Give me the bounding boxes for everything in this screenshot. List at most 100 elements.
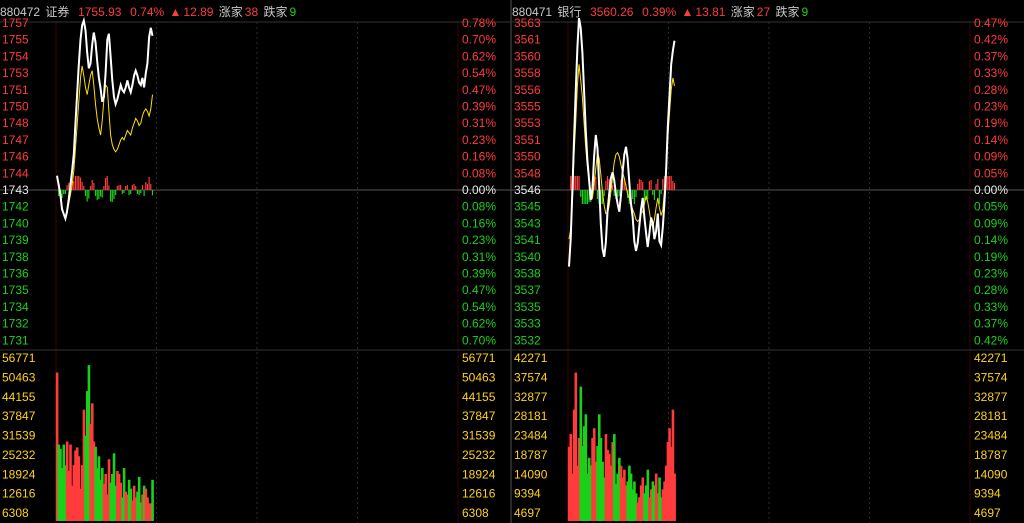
price-tick-label: 3541 [514,233,541,247]
price-tick-label: 3563 [514,16,541,30]
volume-bar [87,365,91,521]
price-line [56,16,154,223]
volume-bar [94,446,97,521]
volume-bar [636,502,640,521]
price-tick-label: 3532 [514,333,541,347]
volume-tick-label: 31539 [462,429,496,443]
pct-tick-label: 0.47% [974,16,1008,30]
volume-bar [638,497,641,521]
volume-bar [129,488,133,521]
volume-bar [643,493,646,521]
pct-tick-label: 0.08% [462,200,496,214]
volume-tick-label: 18787 [974,448,1008,462]
panel-securities[interactable]: 880472 证券 1755.93 0.74% ▲ 12.89 涨家 38 跌家 9 … [0,0,512,523]
volume-tick-label: 14090 [974,467,1008,481]
volume-bar [64,465,67,521]
volume-bar [109,482,112,521]
pct-base-label: 0.00% [974,183,1008,197]
price-tick-label: 1738 [2,250,29,264]
pct-base-label: 0.00% [462,183,496,197]
volume-tick-label: 9394 [514,487,541,501]
volume-bar [107,459,111,521]
volume-bar [651,481,655,521]
price-tick-label: 3548 [514,166,541,180]
volume-bar [72,465,76,521]
volume-bar [664,465,668,521]
volume-bar [671,409,675,521]
panel-banks[interactable]: 880471 银行 3560.26 0.39% ▲ 13.81 涨家 27 跌家 9 … [512,0,1024,523]
pct-tick-label: 0.70% [462,33,496,47]
volume-bar [569,434,573,521]
volume-tick-label: 32877 [514,390,548,404]
pct-tick-label: 0.42% [974,333,1008,347]
price-tick-label: 1748 [2,116,29,130]
volume-bar [69,444,72,521]
volume-bar [641,477,645,521]
up-count: 38 [244,5,259,19]
volume-bar [653,485,656,521]
index-name: 银行 [557,5,582,19]
volume-tick-label: 18924 [462,467,496,481]
volume-bar [663,481,666,521]
volume-bar [567,446,571,521]
pct-tick-label: 0.39% [462,267,496,281]
price-base-label: 3546 [514,183,541,197]
volume-bar [586,473,589,521]
volume-tick-label: 44155 [2,390,36,404]
intraday-chart[interactable]: 3563 3561 3560 3558 3556 3555 3553 3551 3550 3548… [512,0,1024,523]
volume-bar [649,489,653,521]
pct-tick-label: 0.62% [462,49,496,63]
volume-bar [661,489,665,521]
volume-bar [602,477,606,521]
volume-bar [587,457,591,521]
index-code: 880472 [0,5,41,19]
volume-bar [79,488,82,521]
pct-tick-label: 0.54% [462,66,496,80]
volume-bar [594,461,598,521]
volume-bar [122,468,126,521]
volume-tick-label: 32877 [974,390,1008,404]
volume-bar [599,438,603,521]
pct-tick-label: 0.28% [974,283,1008,297]
volume-bar [132,485,136,521]
volume-bar [614,483,618,521]
price-tick-label: 3543 [514,216,541,230]
volume-tick-label: 50463 [2,370,36,384]
volume-bar [147,503,151,521]
volume-bar [77,456,81,521]
volume-bar [577,438,581,521]
volume-bar [80,465,84,521]
price-tick-label: 3551 [514,133,541,147]
volume-bar [151,479,154,521]
price-tick-label: 1755 [2,33,29,47]
pct-tick-label: 0.19% [974,116,1008,130]
price-tick-label: 1753 [2,66,29,80]
up-count: 27 [756,5,771,19]
volume-bar [70,485,74,521]
volume-bar [112,453,116,521]
volume-bar [62,444,66,521]
volume-bar [114,485,118,521]
intraday-chart[interactable]: 1757 1755 1754 1753 1751 1750 1748 1747 1746 1744… [0,0,512,523]
pct-tick-label: 0.05% [974,200,1008,214]
volume-bar [634,493,638,521]
volume-bar [601,461,604,521]
volume-tick-label: 6308 [2,506,29,520]
up-label: 涨家 [730,5,755,19]
volume-tick-label: 28181 [974,409,1008,423]
pct-tick-label: 0.37% [974,49,1008,63]
index-change-pct: 0.39% [642,5,677,19]
volume-bar [89,423,92,521]
volume-bar [67,470,71,521]
volume-bar [613,434,616,521]
volume-tick-label: 25232 [2,448,36,462]
volume-bar [584,414,588,521]
volume-bar [141,494,144,521]
pct-tick-label: 0.31% [462,116,496,130]
volume-tick-label: 56771 [462,351,496,365]
pct-tick-label: 0.09% [974,150,1008,164]
volume-bar [582,426,586,521]
pct-tick-label: 0.70% [462,333,496,347]
volume-bar [666,441,670,521]
pct-tick-label: 0.33% [974,300,1008,314]
